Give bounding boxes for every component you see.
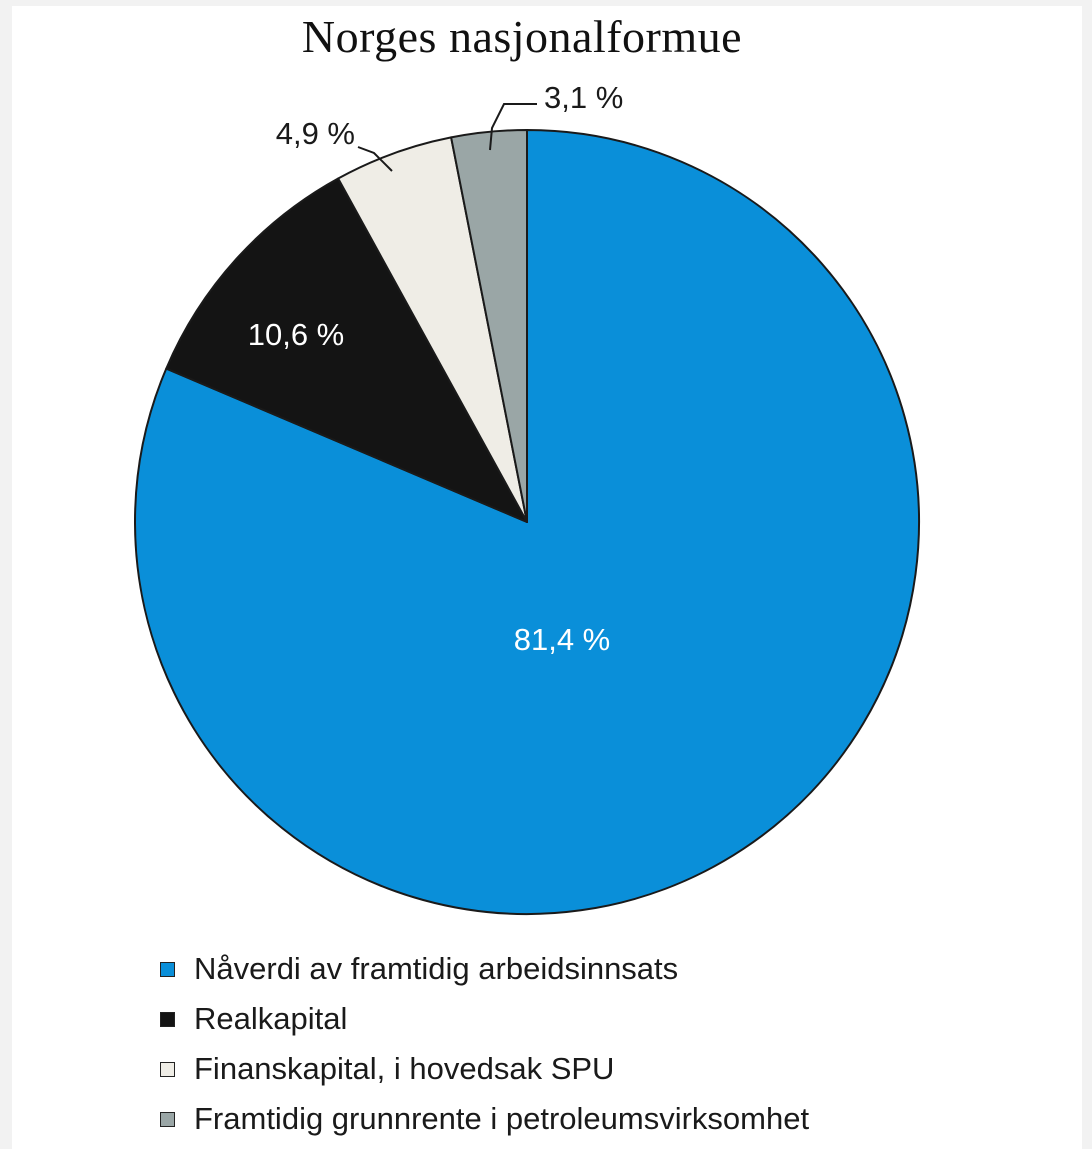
leader-line (357, 146, 393, 172)
legend-label: Realkapital (194, 1001, 348, 1036)
legend-swatch (160, 1061, 175, 1077)
chart-title: Norges nasjonalformue (301, 11, 743, 62)
legend-label: Nåverdi av framtidig arbeidsinnsats (194, 951, 679, 986)
legend-item: Framtidig grunnrente i petroleumsvirksom… (160, 1094, 809, 1144)
legend-swatch (160, 961, 175, 977)
data-label: 10,6 % (248, 317, 345, 352)
legend: Nåverdi av framtidig arbeidsinnsats Real… (160, 944, 809, 1144)
legend-swatch (160, 1011, 175, 1027)
data-label: 4,9 % (276, 116, 355, 151)
pie-slice (450, 129, 528, 523)
pie-chart: 81,4 % 10,6 % 4,9 % 3,1 % (134, 80, 920, 915)
data-label: 3,1 % (544, 80, 623, 115)
legend-item: Realkapital (160, 994, 809, 1044)
legend-item: Nåverdi av framtidig arbeidsinnsats (160, 944, 809, 994)
legend-item: Finanskapital, i hovedsak SPU (160, 1044, 809, 1094)
leader-line (489, 103, 537, 151)
legend-label: Framtidig grunnrente i petroleumsvirksom… (194, 1101, 810, 1136)
legend-label: Finanskapital, i hovedsak SPU (194, 1051, 615, 1086)
data-label: 81,4 % (514, 622, 611, 657)
pie-slice (165, 177, 528, 523)
legend-swatch (160, 1111, 175, 1127)
